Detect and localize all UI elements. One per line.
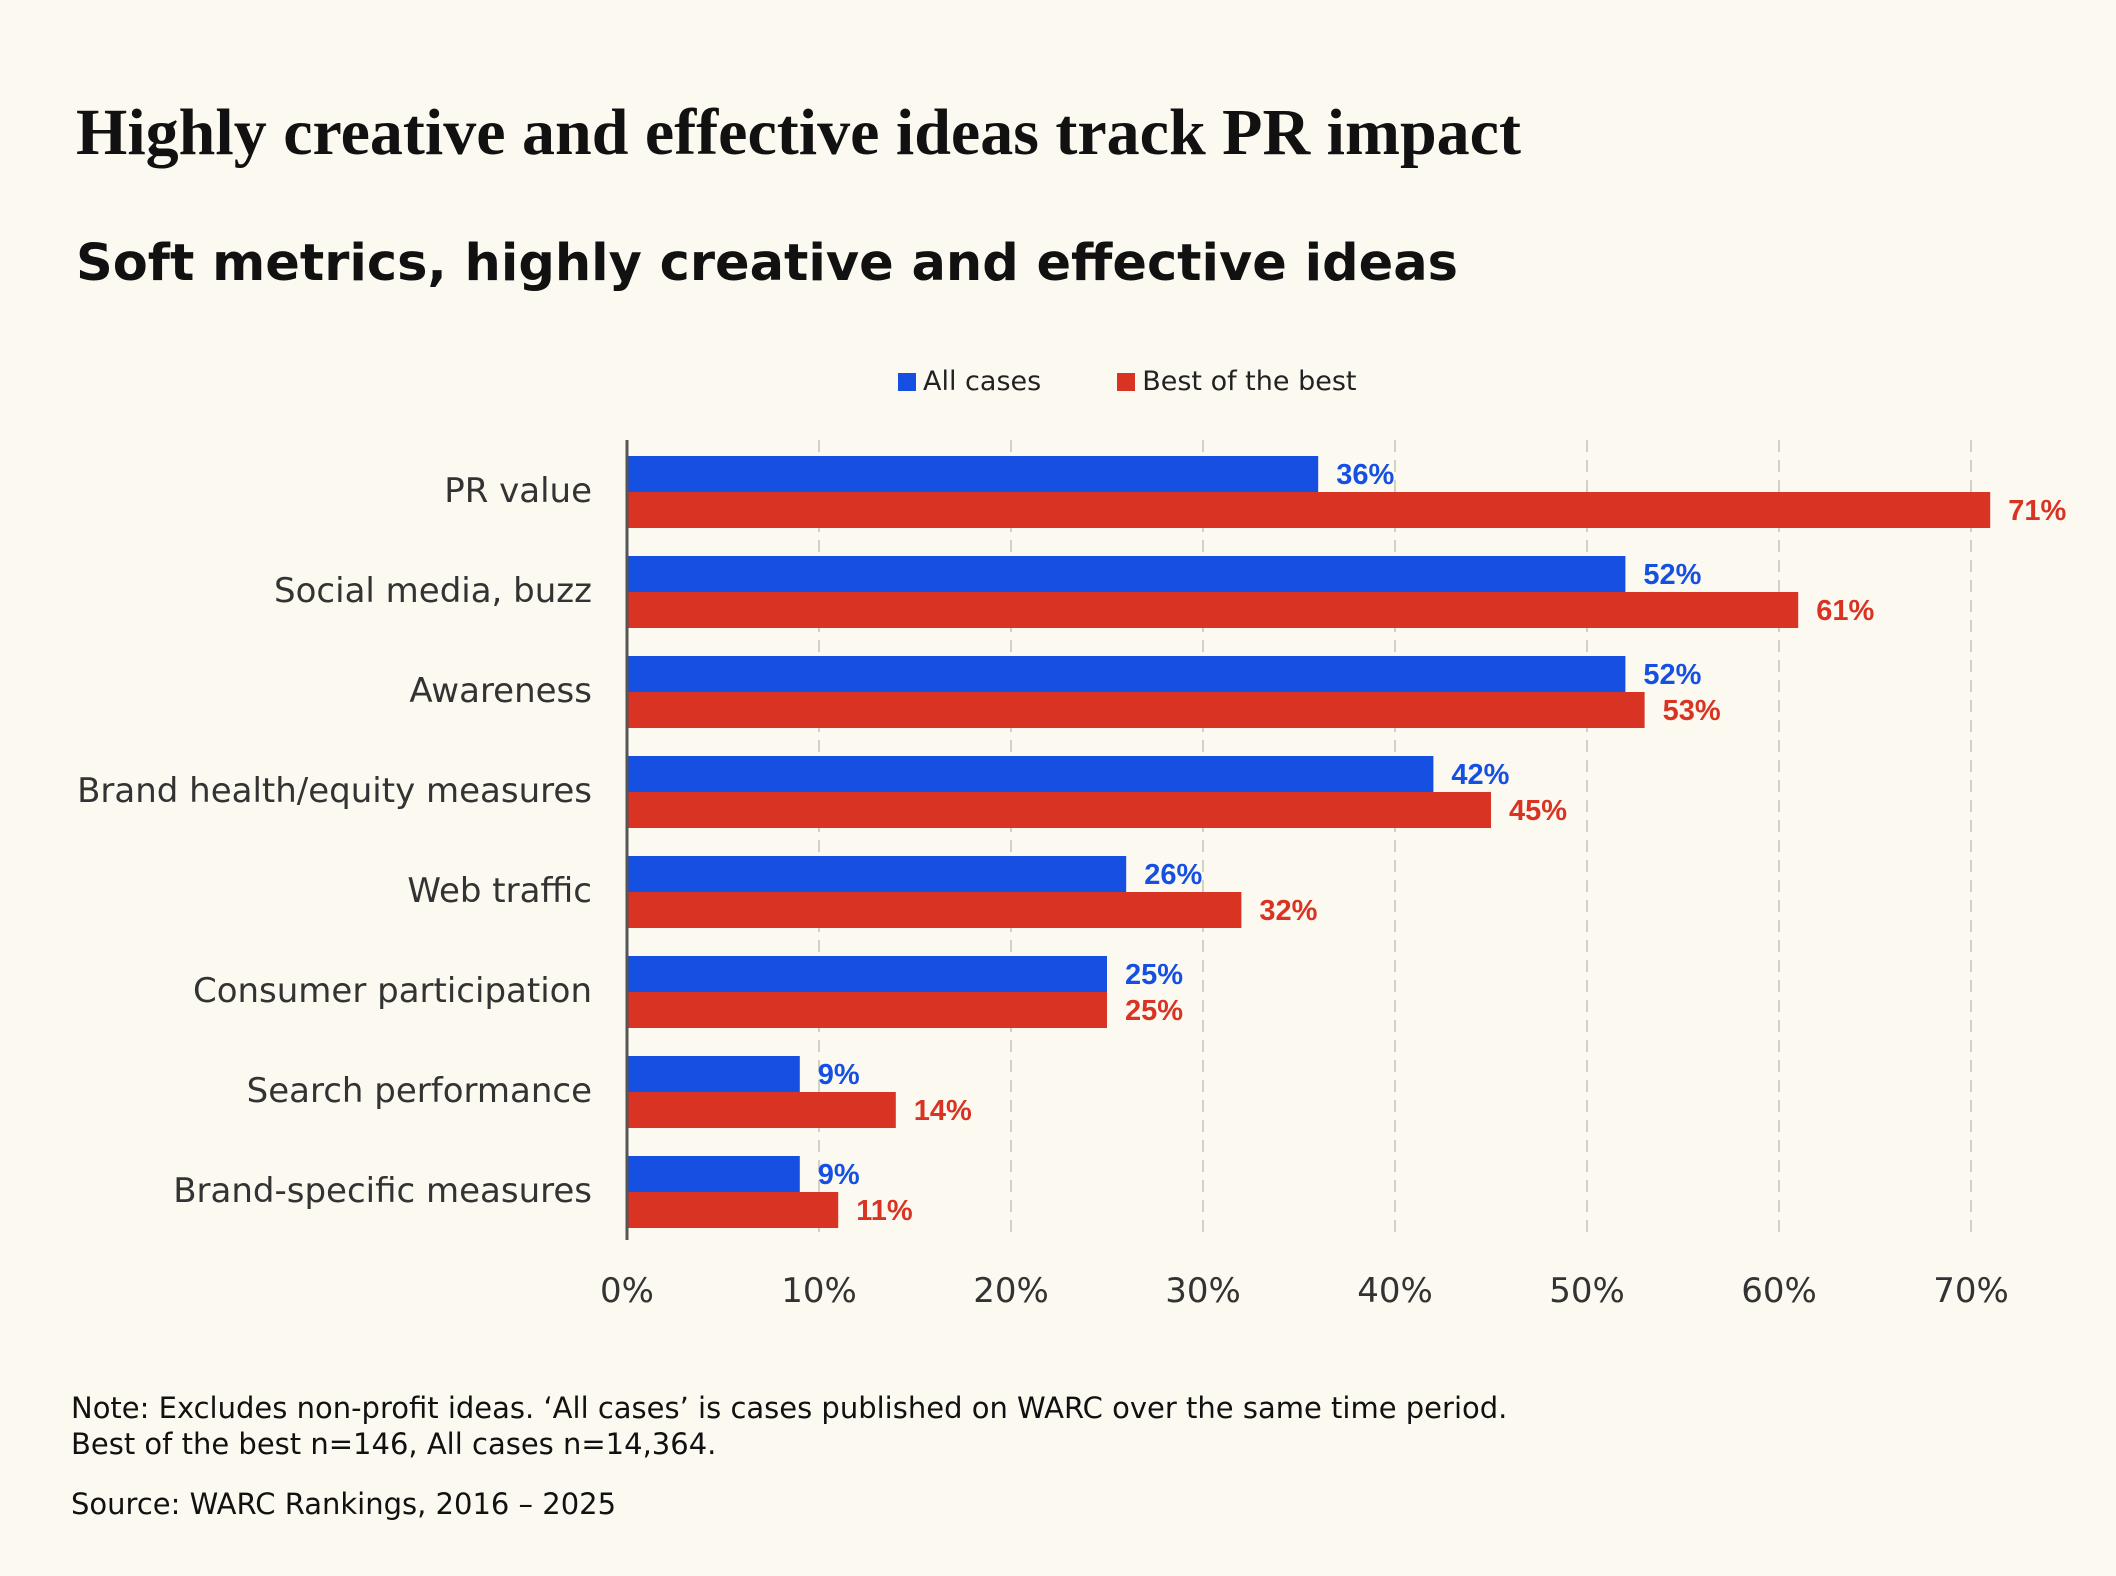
bar bbox=[627, 1056, 800, 1092]
x-tick-label: 50% bbox=[1549, 1271, 1625, 1311]
data-label: 25% bbox=[1125, 995, 1183, 1027]
bar bbox=[627, 1192, 839, 1228]
note-line-1: Note: Excludes non-profit ideas. ‘All ca… bbox=[71, 1391, 1508, 1425]
category-label: Consumer participation bbox=[193, 971, 592, 1011]
data-label: 9% bbox=[818, 1059, 860, 1091]
bar bbox=[627, 492, 1991, 528]
category-label: Search performance bbox=[247, 1071, 592, 1111]
x-tick-label: 10% bbox=[781, 1271, 857, 1311]
chart-title: Highly creative and effective ideas trac… bbox=[76, 96, 1521, 169]
bar bbox=[627, 892, 1242, 928]
note-line-2: Best of the best n=146, All cases n=14,3… bbox=[71, 1427, 717, 1461]
bar bbox=[627, 592, 1799, 628]
data-label: 52% bbox=[1643, 559, 1701, 591]
legend-label-best-of-the-best: Best of the best bbox=[1142, 366, 1357, 397]
bar bbox=[627, 1156, 800, 1192]
x-tick-label: 0% bbox=[600, 1271, 654, 1311]
x-tick-label: 30% bbox=[1165, 1271, 1241, 1311]
legend-item-all-cases: All cases bbox=[898, 366, 1041, 397]
bar bbox=[627, 956, 1107, 992]
data-label: 11% bbox=[856, 1195, 913, 1227]
category-label: Brand-specific measures bbox=[173, 1171, 592, 1211]
bar bbox=[627, 1092, 896, 1128]
data-label: 36% bbox=[1336, 459, 1394, 491]
category-label: PR value bbox=[444, 471, 592, 511]
bar bbox=[627, 556, 1626, 592]
category-label: Social media, buzz bbox=[274, 571, 592, 611]
data-label: 71% bbox=[2008, 495, 2066, 527]
category-label: Web traffic bbox=[407, 871, 592, 911]
bar bbox=[627, 992, 1107, 1028]
source-line: Source: WARC Rankings, 2016 – 2025 bbox=[71, 1487, 617, 1521]
data-label: 61% bbox=[1816, 595, 1874, 627]
legend-swatch-best-of-the-best bbox=[1117, 372, 1136, 391]
data-label: 25% bbox=[1125, 959, 1183, 991]
data-label: 52% bbox=[1643, 659, 1701, 691]
bar bbox=[627, 656, 1626, 692]
data-label: 14% bbox=[914, 1095, 972, 1127]
data-label: 45% bbox=[1509, 795, 1567, 827]
bar bbox=[627, 692, 1645, 728]
legend-item-best-of-the-best: Best of the best bbox=[1117, 366, 1356, 397]
category-label: Awareness bbox=[409, 671, 592, 711]
bar bbox=[627, 792, 1491, 828]
data-label: 53% bbox=[1663, 695, 1721, 727]
data-label: 32% bbox=[1259, 895, 1317, 927]
bar bbox=[627, 856, 1127, 892]
x-tick-label: 70% bbox=[1933, 1271, 2009, 1311]
x-tick-label: 40% bbox=[1357, 1271, 1433, 1311]
legend-label-all-cases: All cases bbox=[923, 366, 1042, 397]
legend: All cases Best of the best bbox=[898, 366, 1432, 397]
chart-subtitle: Soft metrics, highly creative and effect… bbox=[76, 234, 1458, 293]
category-label: Brand health/equity measures bbox=[77, 771, 592, 811]
bar bbox=[627, 756, 1434, 792]
x-tick-label: 60% bbox=[1741, 1271, 1817, 1311]
data-label: 26% bbox=[1144, 859, 1202, 891]
footnotes: Note: Excludes non-profit ideas. ‘All ca… bbox=[71, 1390, 1507, 1522]
legend-swatch-all-cases bbox=[898, 372, 916, 391]
data-label: 42% bbox=[1451, 759, 1509, 791]
data-label: 9% bbox=[818, 1159, 860, 1191]
x-tick-label: 20% bbox=[973, 1271, 1049, 1311]
bar bbox=[627, 456, 1319, 492]
